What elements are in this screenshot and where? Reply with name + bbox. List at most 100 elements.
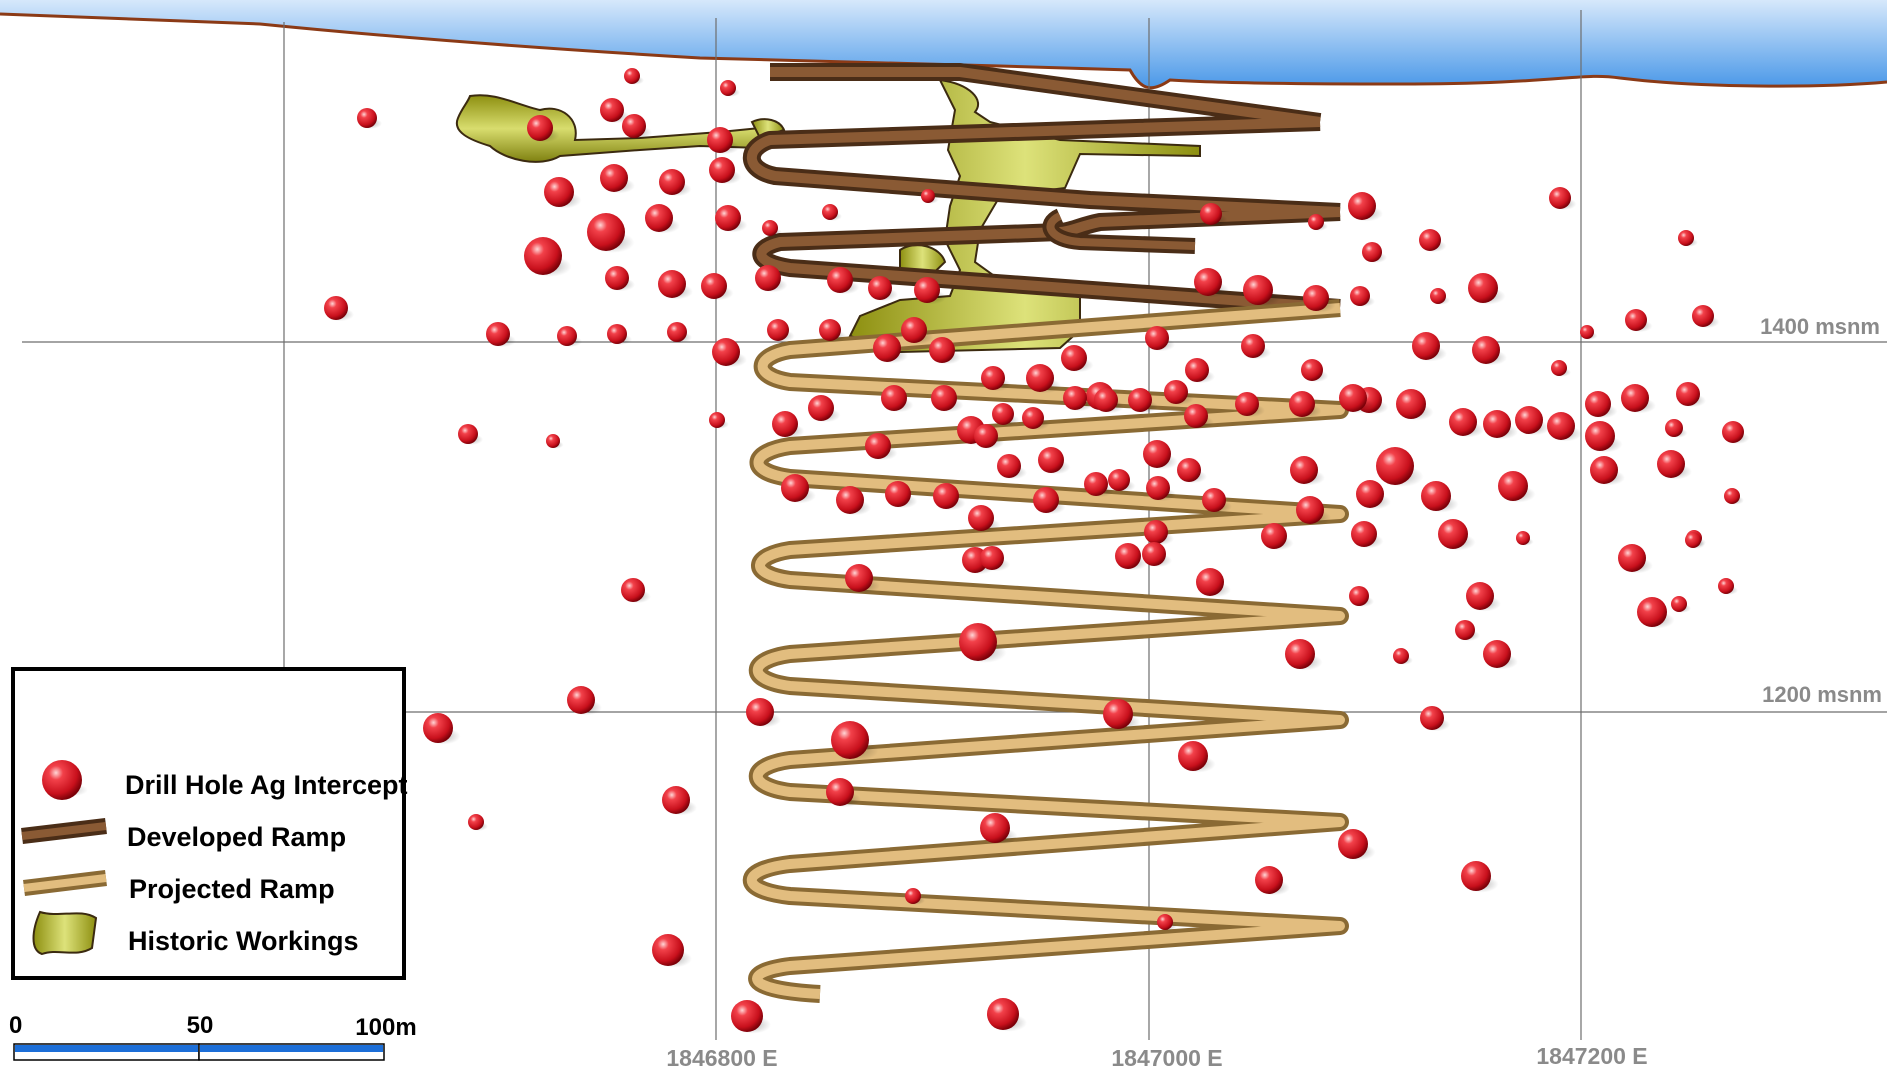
drill-hole-marker bbox=[933, 483, 959, 509]
drill-hole-marker bbox=[1483, 410, 1511, 438]
drill-hole-marker bbox=[992, 403, 1014, 425]
drill-hole-marker bbox=[881, 385, 907, 411]
drill-hole-marker bbox=[1301, 359, 1323, 381]
drill-hole-marker bbox=[1461, 861, 1491, 891]
drill-hole-marker bbox=[1177, 458, 1201, 482]
drill-hole-marker bbox=[1061, 345, 1087, 371]
drill-hole-marker bbox=[1103, 699, 1133, 729]
drill-hole-marker bbox=[1362, 242, 1382, 262]
drill-hole-marker bbox=[621, 578, 645, 602]
drill-hole-marker bbox=[527, 115, 553, 141]
drill-hole-marker bbox=[1419, 229, 1441, 251]
drill-hole-marker bbox=[974, 424, 998, 448]
scale-label-zero: 0 bbox=[9, 1012, 22, 1039]
drill-hole-marker bbox=[1196, 568, 1224, 596]
drill-hole-marker bbox=[624, 68, 640, 84]
drill-hole-marker bbox=[607, 324, 627, 344]
legend-historic-workings-icon bbox=[32, 910, 98, 956]
drill-hole-marker bbox=[1200, 203, 1222, 225]
drill-hole-marker bbox=[1308, 214, 1324, 230]
drill-hole-marker bbox=[1038, 447, 1064, 473]
drill-hole-marker bbox=[720, 80, 736, 96]
drill-hole-marker bbox=[709, 157, 735, 183]
drill-hole-marker bbox=[423, 713, 453, 743]
drill-hole-marker bbox=[659, 169, 685, 195]
drill-hole-marker bbox=[981, 366, 1005, 390]
drill-hole-marker bbox=[486, 322, 510, 346]
drill-hole-marker bbox=[781, 474, 809, 502]
scale-label-mid: 50 bbox=[187, 1012, 214, 1039]
drill-hole-marker bbox=[1185, 358, 1209, 382]
drill-hole-marker bbox=[1438, 519, 1468, 549]
drill-hole-marker bbox=[826, 778, 854, 806]
drill-hole-marker bbox=[1547, 412, 1575, 440]
drill-hole-marker bbox=[1184, 404, 1208, 428]
drill-hole-marker bbox=[1724, 488, 1740, 504]
drill-hole-marker bbox=[1349, 586, 1369, 606]
drill-hole-marker bbox=[959, 623, 997, 661]
drill-hole-marker bbox=[868, 276, 892, 300]
easting-label-1846800: 1846800 E bbox=[666, 1045, 777, 1071]
drill-hole-marker bbox=[645, 204, 673, 232]
topography-line bbox=[0, 12, 1887, 90]
drill-hole-marker bbox=[600, 98, 624, 122]
drill-hole-marker bbox=[1235, 392, 1259, 416]
drill-hole-marker bbox=[1296, 496, 1324, 524]
drill-hole-marker bbox=[652, 934, 684, 966]
sky-band bbox=[0, 0, 1887, 88]
drill-hole-marker bbox=[1498, 471, 1528, 501]
drill-hole-marker bbox=[1692, 305, 1714, 327]
drill-hole-marker bbox=[605, 266, 629, 290]
drill-hole-marker bbox=[731, 1000, 763, 1032]
drill-hole-marker bbox=[662, 786, 690, 814]
drill-hole-marker bbox=[1665, 419, 1683, 437]
drill-hole-marker bbox=[1146, 476, 1170, 500]
drill-hole-marker bbox=[1303, 285, 1329, 311]
legend: Drill Hole Ag Intercept Developed Ramp P… bbox=[11, 667, 408, 980]
drill-hole-marker bbox=[1551, 360, 1567, 376]
drill-hole-marker bbox=[587, 213, 625, 251]
drill-hole-marker bbox=[1590, 456, 1618, 484]
drill-hole-marker bbox=[458, 424, 478, 444]
drill-hole-marker bbox=[1094, 388, 1118, 412]
drill-hole-marker bbox=[845, 564, 873, 592]
drill-hole-marker bbox=[544, 177, 574, 207]
drill-hole-marker bbox=[1338, 829, 1368, 859]
drill-hole-marker bbox=[1033, 487, 1059, 513]
drill-hole-marker bbox=[1285, 639, 1315, 669]
drill-hole-marker bbox=[1657, 450, 1685, 478]
developed-ramp bbox=[742, 63, 1341, 317]
drill-hole-marker bbox=[1255, 866, 1283, 894]
easting-label-1847200: 1847200 E bbox=[1536, 1043, 1647, 1069]
drill-hole-marker bbox=[819, 319, 841, 341]
drill-hole-marker bbox=[1142, 542, 1166, 566]
drill-hole-marker bbox=[1421, 481, 1451, 511]
drill-hole-marker bbox=[658, 270, 686, 298]
drill-hole-marker bbox=[808, 395, 834, 421]
drill-hole-marker bbox=[1685, 532, 1701, 548]
drill-hole-marker bbox=[1026, 364, 1054, 392]
drill-hole-marker bbox=[1164, 380, 1188, 404]
drill-hole-marker bbox=[1145, 326, 1169, 350]
historic-workings-knob bbox=[750, 118, 786, 140]
drill-hole-marker bbox=[929, 337, 955, 363]
drill-hole-marker bbox=[914, 277, 940, 303]
drill-hole-marker bbox=[746, 698, 774, 726]
drill-hole-marker bbox=[968, 505, 994, 531]
drill-hole-marker bbox=[1625, 309, 1647, 331]
projected-ramp bbox=[743, 299, 1349, 1003]
drill-hole-marker bbox=[707, 127, 733, 153]
drill-hole-marker bbox=[1449, 408, 1477, 436]
drill-hole-marker bbox=[921, 189, 935, 203]
drill-hole-marker bbox=[1115, 543, 1141, 569]
drill-hole-marker bbox=[1455, 620, 1475, 640]
easting-label-1847000: 1847000 E bbox=[1111, 1045, 1222, 1071]
elevation-label-1200: 1200 msnm bbox=[1762, 682, 1882, 707]
drill-hole-marker bbox=[1178, 741, 1208, 771]
drill-hole-marker bbox=[997, 454, 1021, 478]
drill-hole-marker bbox=[1356, 480, 1384, 508]
drill-hole-marker bbox=[1289, 391, 1315, 417]
drill-hole-marker bbox=[1515, 406, 1543, 434]
drill-hole-marker bbox=[836, 486, 864, 514]
